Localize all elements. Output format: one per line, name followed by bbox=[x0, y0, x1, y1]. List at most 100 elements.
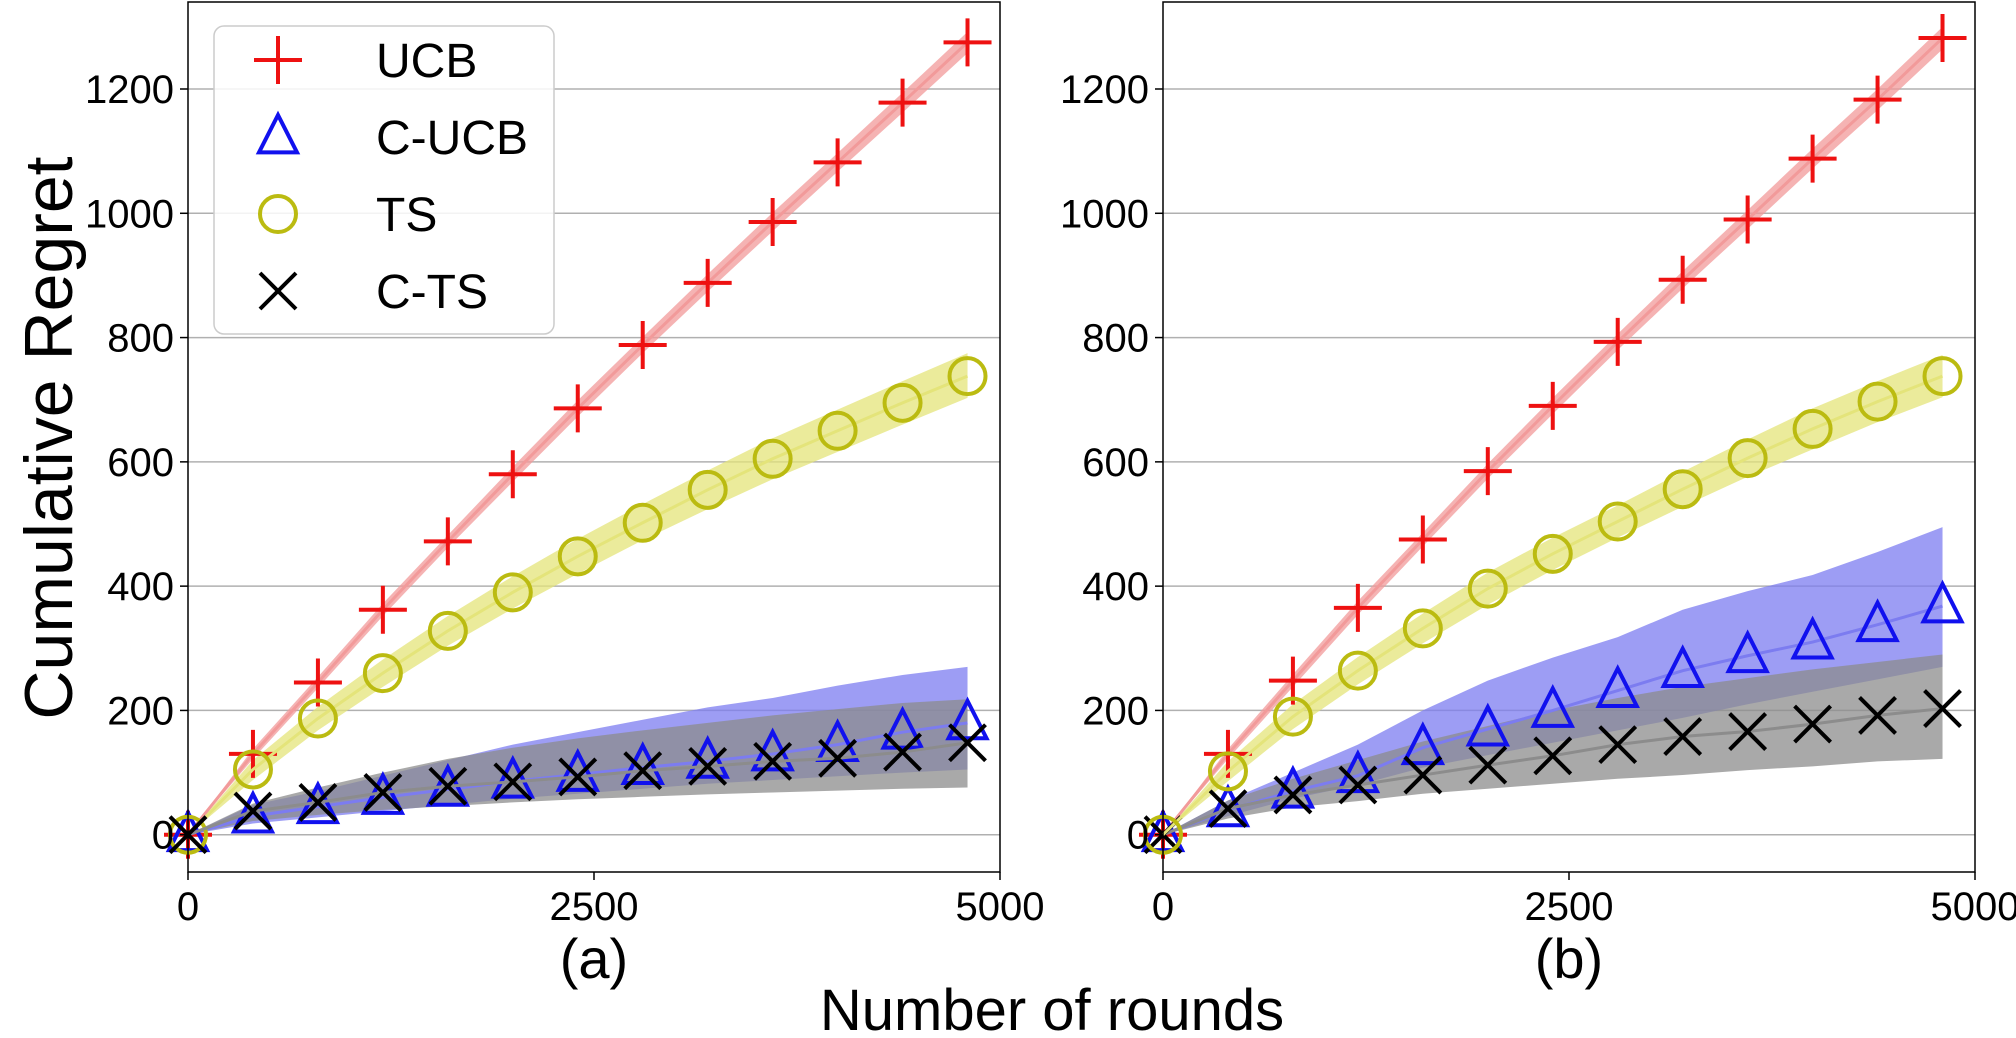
data-point bbox=[232, 749, 273, 790]
data-point bbox=[620, 741, 665, 785]
x-tick-label: 2500 bbox=[550, 885, 639, 929]
data-point bbox=[1595, 664, 1640, 708]
data-point bbox=[1530, 684, 1576, 728]
data-point bbox=[1465, 702, 1511, 747]
data-point bbox=[753, 741, 793, 781]
data-point bbox=[358, 585, 407, 634]
y-tick-label: 400 bbox=[1082, 565, 1149, 609]
data-point bbox=[557, 536, 598, 577]
legend: UCB C-UCB TS C-TS bbox=[213, 25, 555, 335]
data-point bbox=[1532, 533, 1573, 574]
x-axis: 0 2500 5000 bbox=[177, 872, 1045, 929]
y-tick-label: 0 bbox=[152, 814, 174, 858]
data-point bbox=[1858, 695, 1897, 735]
data-point bbox=[233, 791, 273, 831]
data-point bbox=[1463, 447, 1512, 496]
data-point bbox=[1598, 725, 1638, 765]
data-point bbox=[1792, 408, 1833, 449]
x-tick-label: 2500 bbox=[1525, 885, 1614, 929]
data-point bbox=[1403, 755, 1443, 795]
legend-label: C-TS bbox=[376, 266, 488, 319]
data-point bbox=[362, 653, 403, 694]
data-point bbox=[618, 321, 667, 370]
legend-entry: C-TS bbox=[258, 266, 488, 319]
data-point bbox=[1853, 75, 1902, 124]
series-c-ts bbox=[168, 723, 987, 855]
data-point bbox=[1793, 704, 1833, 744]
data-point bbox=[427, 610, 468, 651]
legend-marker bbox=[254, 36, 302, 84]
data-point bbox=[947, 356, 988, 397]
data-point bbox=[683, 258, 732, 307]
panel-label: (b) bbox=[1535, 927, 1603, 990]
y-tick-label: 800 bbox=[107, 317, 174, 361]
data-point bbox=[1398, 515, 1447, 564]
data-point bbox=[553, 384, 602, 433]
legend-marker bbox=[255, 110, 301, 155]
data-point bbox=[1918, 14, 1967, 63]
series-line bbox=[1161, 374, 1944, 836]
chart-panel-b: 0 200 400 600 800 1000 1200 0 2500 5000 (b) bbox=[1060, 1, 2016, 990]
data-point bbox=[1658, 255, 1707, 304]
data-point bbox=[1920, 579, 1965, 624]
data-point bbox=[752, 438, 793, 479]
legend-box bbox=[213, 25, 555, 335]
legend-marker bbox=[258, 194, 298, 234]
data-point bbox=[1660, 644, 1705, 689]
x-tick-label: 0 bbox=[177, 885, 199, 929]
data-point bbox=[882, 382, 923, 423]
data-point bbox=[1922, 356, 1963, 397]
series-ts bbox=[1143, 356, 1963, 855]
y-tick-label: 400 bbox=[107, 565, 174, 609]
legend-entry: TS bbox=[258, 189, 437, 242]
data-point bbox=[293, 658, 342, 707]
band-ucb bbox=[1163, 26, 1943, 835]
legend-label: TS bbox=[376, 189, 437, 242]
x-tick-label: 5000 bbox=[956, 885, 1045, 929]
data-point bbox=[423, 517, 472, 566]
y-tick-label: 600 bbox=[107, 441, 174, 485]
data-point bbox=[1725, 629, 1770, 674]
data-point bbox=[688, 746, 728, 786]
y-tick-label: 1000 bbox=[85, 192, 174, 236]
data-point bbox=[1923, 689, 1962, 728]
panel-label: (a) bbox=[560, 927, 628, 990]
data-point bbox=[1533, 736, 1573, 776]
y-tick-label: 1000 bbox=[1060, 192, 1149, 236]
data-point bbox=[230, 789, 276, 834]
legend-marker bbox=[258, 271, 298, 311]
data-point bbox=[493, 762, 533, 802]
data-point bbox=[1857, 381, 1898, 422]
data-point bbox=[1528, 381, 1577, 430]
data-point bbox=[1663, 717, 1703, 756]
data-point bbox=[490, 754, 536, 799]
y-tick-label: 200 bbox=[107, 689, 174, 733]
y-tick-label: 0 bbox=[1127, 814, 1149, 858]
x-axis: 0 2500 5000 bbox=[1152, 872, 2016, 929]
data-point bbox=[1402, 608, 1443, 649]
y-tick-label: 200 bbox=[1082, 689, 1149, 733]
data-point bbox=[298, 782, 338, 822]
data-point bbox=[1208, 789, 1248, 829]
data-point bbox=[1400, 721, 1446, 766]
y-tick-label: 1200 bbox=[1060, 68, 1149, 112]
x-tick-label: 5000 bbox=[1931, 885, 2016, 929]
x-axis-label: Number of rounds bbox=[820, 978, 1284, 1038]
data-point bbox=[687, 469, 728, 510]
data-point bbox=[883, 732, 922, 772]
data-point bbox=[1207, 751, 1248, 792]
data-point bbox=[1273, 775, 1313, 815]
data-point bbox=[748, 197, 797, 246]
data-point bbox=[948, 723, 987, 763]
data-point bbox=[1593, 317, 1642, 366]
y-axis-label: Cumulative Regret bbox=[11, 156, 87, 719]
data-point bbox=[622, 502, 663, 543]
data-point bbox=[813, 138, 862, 187]
data-point bbox=[1728, 712, 1768, 751]
series-line bbox=[1162, 604, 1943, 837]
data-point bbox=[1662, 469, 1703, 510]
data-point bbox=[558, 757, 598, 797]
data-point bbox=[818, 738, 858, 778]
chart-panel-a: 0 200 400 600 800 1000 1200 0 2500 5000 (a) UCB C-UC… bbox=[85, 1, 1045, 990]
y-tick-label: 1200 bbox=[85, 68, 174, 112]
